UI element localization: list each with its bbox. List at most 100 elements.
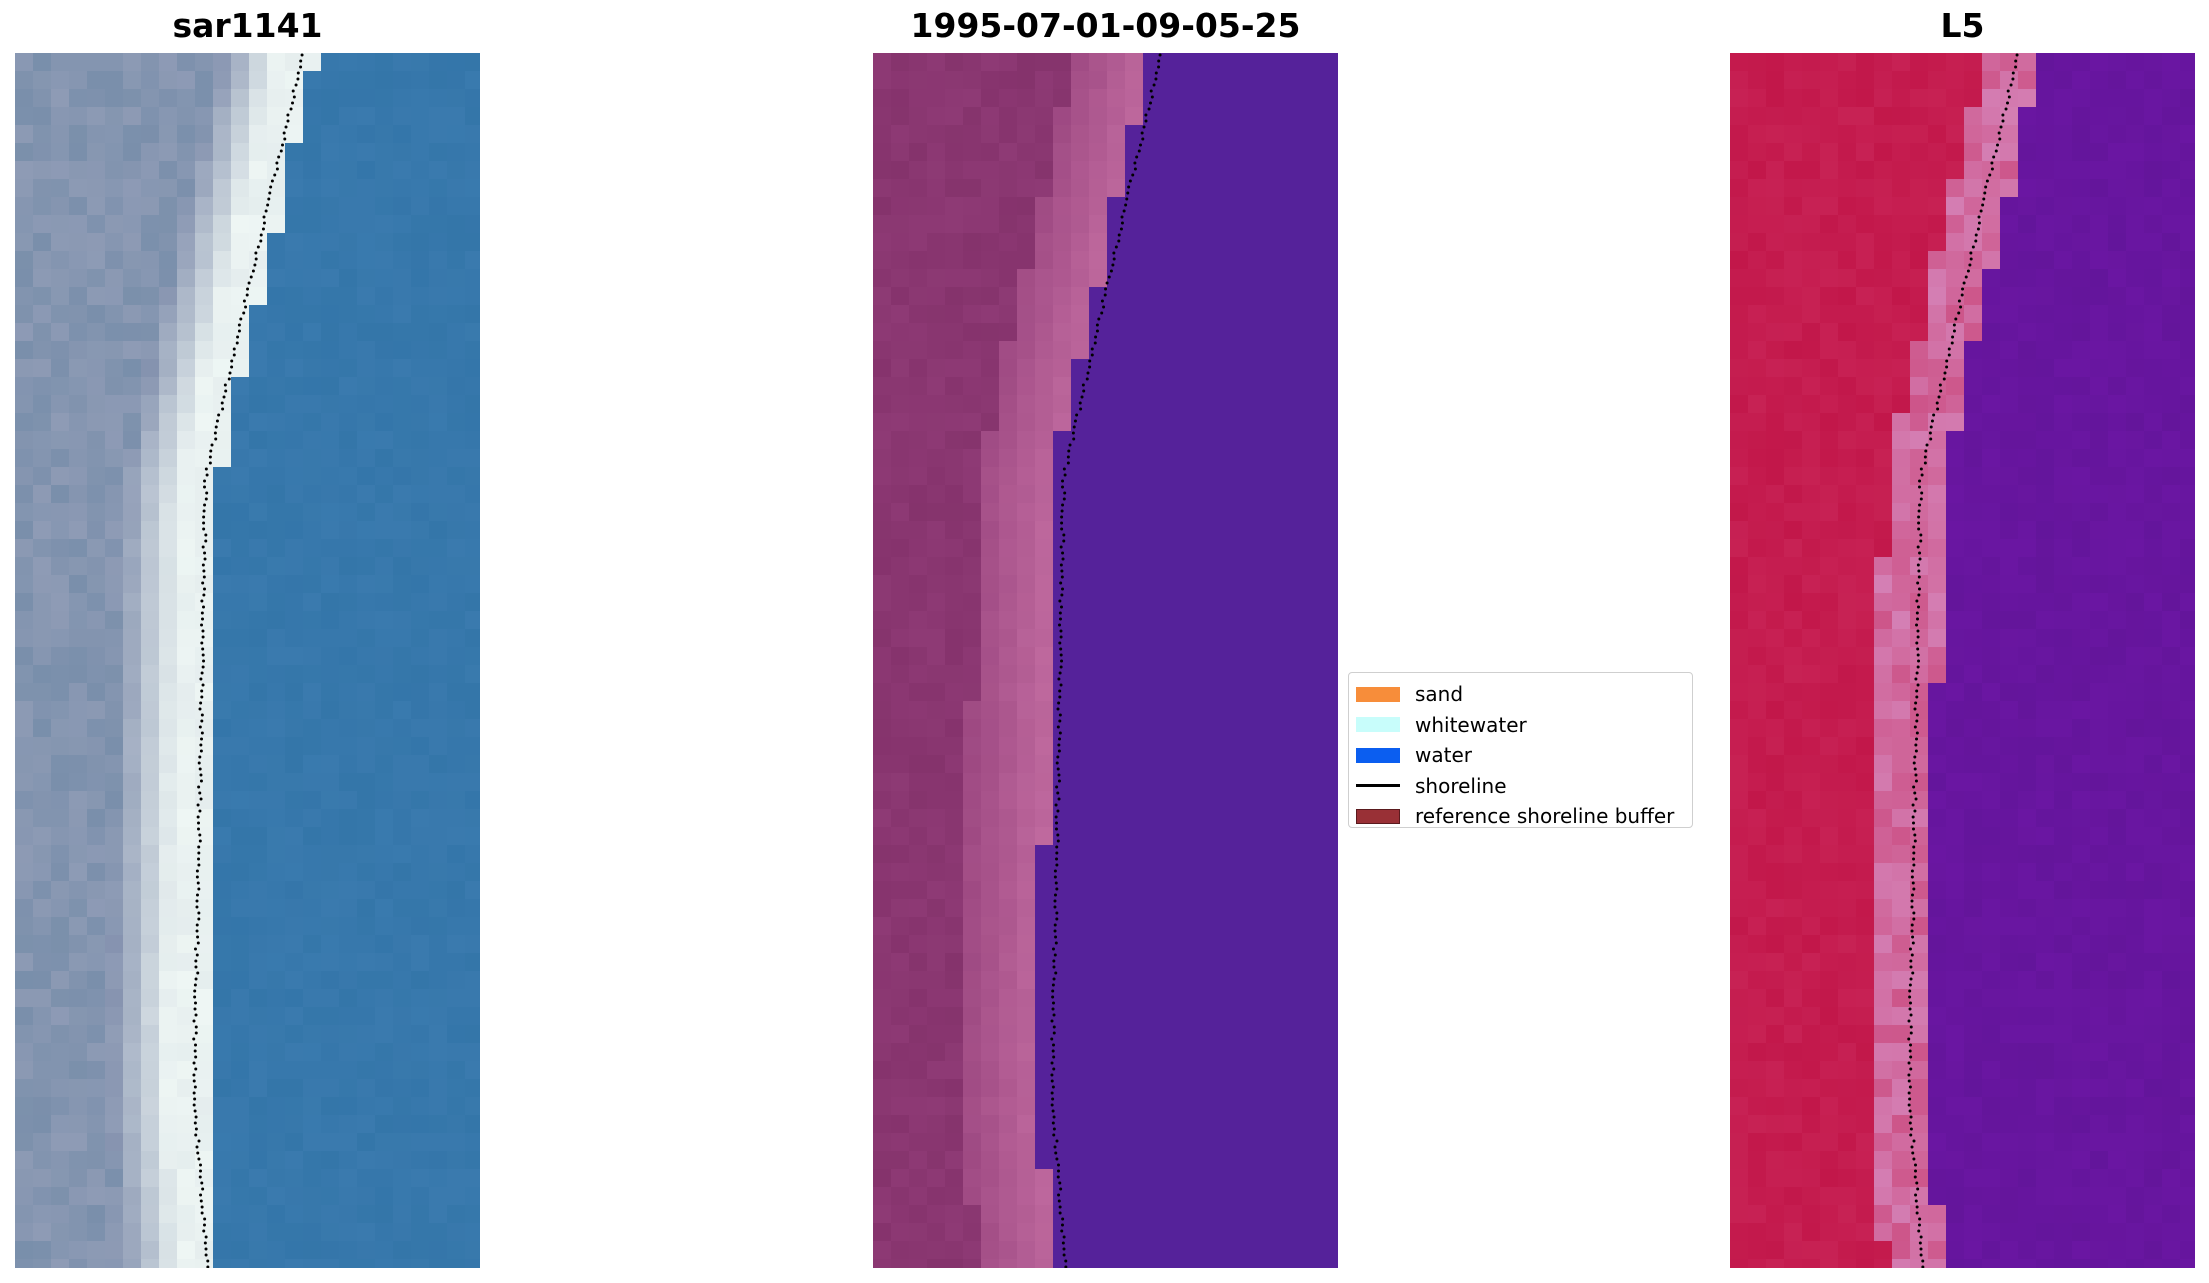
shoreline-point xyxy=(1914,1193,1918,1197)
shoreline-point xyxy=(203,557,207,561)
shoreline-point xyxy=(195,953,199,957)
shoreline-point xyxy=(202,575,206,579)
shoreline-point xyxy=(217,413,221,417)
shoreline-point xyxy=(1913,833,1917,837)
shoreline-point xyxy=(1058,695,1062,699)
shoreline-point xyxy=(1054,935,1058,939)
shoreline-point xyxy=(1919,539,1923,543)
shoreline-point xyxy=(1059,629,1063,633)
shoreline-point xyxy=(1057,701,1061,705)
shoreline-point xyxy=(1059,683,1063,687)
shoreline-point xyxy=(204,1253,208,1257)
shoreline-point xyxy=(1149,89,1153,93)
shoreline-point xyxy=(1923,455,1927,459)
shoreline-point xyxy=(1909,1025,1913,1029)
shoreline-point xyxy=(1915,695,1919,699)
shoreline-point xyxy=(1090,353,1094,357)
shoreline-point xyxy=(1985,179,1989,183)
shoreline-point xyxy=(1929,437,1933,441)
shoreline-point xyxy=(1100,299,1104,303)
shoreline-point xyxy=(1917,1229,1921,1233)
shoreline-point xyxy=(1930,419,1934,423)
shoreline-point xyxy=(194,1001,198,1005)
shoreline-point xyxy=(199,1199,203,1203)
shoreline-point xyxy=(1924,449,1928,453)
shoreline-point xyxy=(1058,611,1062,615)
shoreline-point xyxy=(1938,383,1942,387)
shoreline-point xyxy=(1914,1199,1918,1203)
shoreline-point xyxy=(1910,905,1914,909)
shoreline-point xyxy=(1914,701,1918,705)
shoreline-point xyxy=(193,989,197,993)
shoreline-point xyxy=(1122,209,1126,213)
shoreline-point xyxy=(1055,821,1059,825)
shoreline-point xyxy=(1056,791,1060,795)
shoreline-point xyxy=(1059,647,1063,651)
shoreline-point xyxy=(2006,89,2010,93)
shoreline-point xyxy=(202,509,206,513)
shoreline-point xyxy=(197,911,201,915)
shoreline-point xyxy=(1053,905,1057,909)
shoreline-point xyxy=(198,809,202,813)
shoreline-point xyxy=(1088,365,1092,369)
shoreline-point xyxy=(1057,677,1061,681)
shoreline-point xyxy=(199,797,203,801)
shoreline-point xyxy=(1081,383,1085,387)
shoreline-point xyxy=(1915,737,1919,741)
shoreline-point xyxy=(1060,1229,1064,1233)
shoreline-point xyxy=(195,929,199,933)
shoreline-point xyxy=(1062,1253,1066,1257)
shoreline-point xyxy=(1114,245,1118,249)
shoreline-point xyxy=(202,515,206,519)
shoreline-point xyxy=(1917,593,1921,597)
shoreline-point xyxy=(201,635,205,639)
shoreline-point xyxy=(1061,587,1065,591)
shoreline-point xyxy=(1052,1127,1056,1131)
shoreline-point xyxy=(300,53,304,57)
shoreline-point xyxy=(1947,353,1951,357)
shoreline-point xyxy=(1066,461,1070,465)
shoreline-point xyxy=(1911,827,1915,831)
shoreline-point xyxy=(1911,803,1915,807)
shoreline-point xyxy=(1916,635,1920,639)
shoreline-point xyxy=(1915,611,1919,615)
shoreline-point xyxy=(222,395,226,399)
shoreline-point xyxy=(194,1055,198,1059)
shoreline-point xyxy=(251,269,255,273)
shoreline-point xyxy=(201,581,205,585)
shoreline-point xyxy=(1912,845,1916,849)
shoreline-point xyxy=(1909,1043,1913,1047)
shoreline-point xyxy=(1055,857,1059,861)
shoreline-point xyxy=(196,971,200,975)
shoreline-point xyxy=(1961,287,1965,291)
ndwi-image-panel xyxy=(1730,53,2195,1268)
ndwi-image xyxy=(1730,53,2195,1268)
shoreline-point xyxy=(1051,1007,1055,1011)
shoreline-point xyxy=(1157,59,1161,63)
shoreline-point xyxy=(1911,971,1915,975)
legend-label-water: water xyxy=(1415,743,1472,768)
shoreline-point xyxy=(1915,1211,1919,1215)
shoreline-point xyxy=(1945,365,1949,369)
shoreline-point xyxy=(1920,473,1924,477)
shoreline-point xyxy=(193,1109,197,1113)
shoreline-point xyxy=(1053,875,1057,879)
shoreline-point xyxy=(1928,431,1932,435)
shoreline-point xyxy=(1915,689,1919,693)
shoreline-point xyxy=(1109,269,1113,273)
shoreline-point xyxy=(1051,1049,1055,1053)
shoreline-point xyxy=(1913,767,1917,771)
shoreline-point xyxy=(1060,515,1064,519)
legend-item-reference-buffer: reference shoreline buffer xyxy=(1349,801,1692,832)
shoreline-point xyxy=(1908,947,1912,951)
shoreline-point xyxy=(242,311,246,315)
shoreline-point xyxy=(1062,539,1066,543)
shoreline-point xyxy=(1979,209,1983,213)
shoreline-point xyxy=(2001,119,2005,123)
shoreline-point xyxy=(1915,731,1919,735)
legend-item-water: water xyxy=(1349,740,1692,771)
shoreline-point xyxy=(1923,461,1927,465)
shoreline-point xyxy=(1954,317,1958,321)
shoreline-point xyxy=(1917,509,1921,513)
shoreline-point xyxy=(1062,467,1066,471)
